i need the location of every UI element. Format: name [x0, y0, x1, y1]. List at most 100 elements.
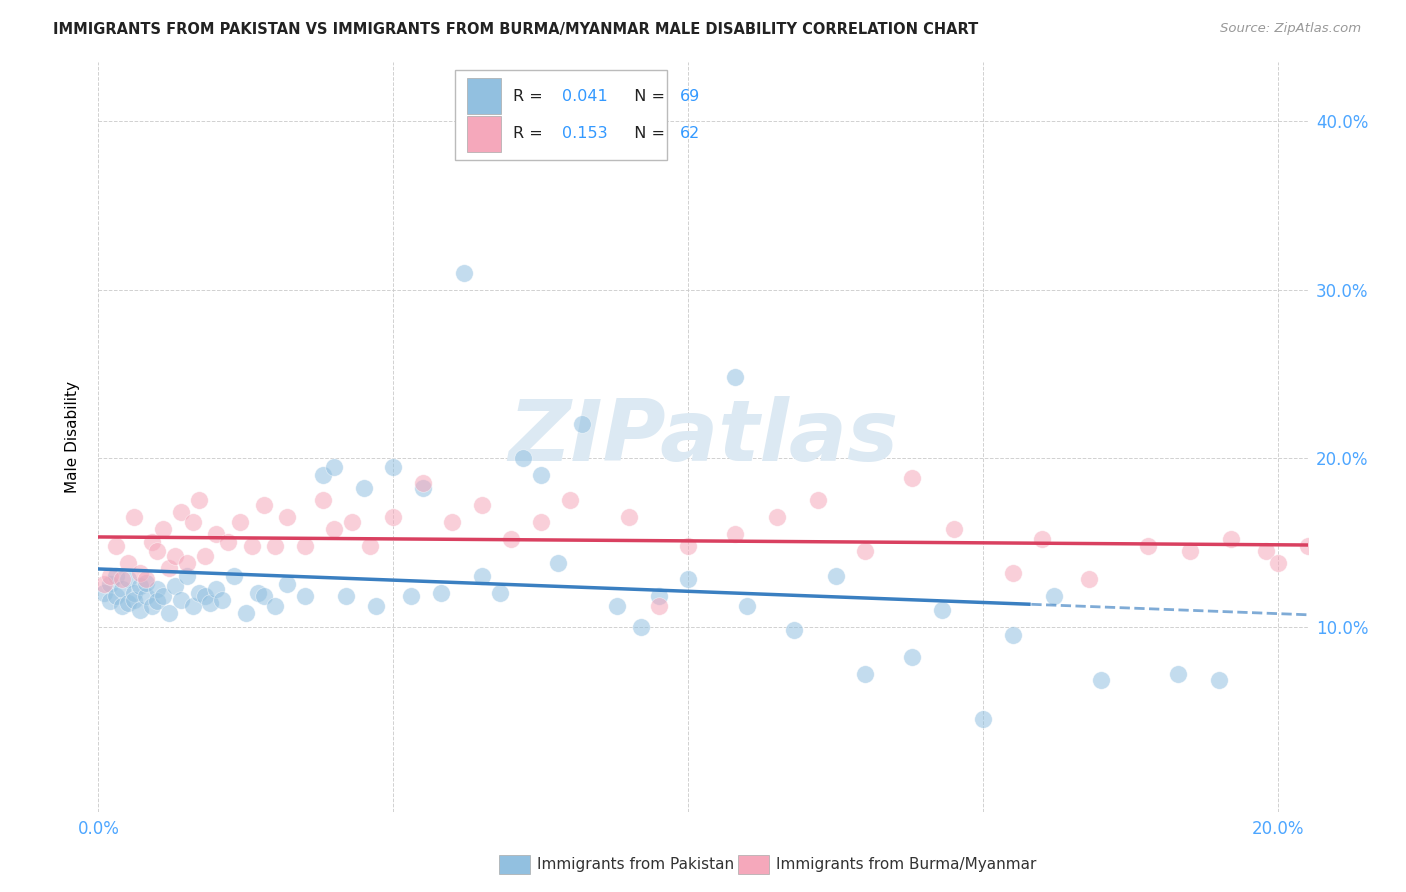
Point [194, 589, 217, 603]
Point [1374, 539, 1396, 553]
Point [276, 510, 298, 524]
Point [181, 599, 204, 614]
Point [135, 575, 157, 590]
Point [128, 566, 150, 580]
Point [619, 510, 641, 524]
Point [194, 549, 217, 563]
Point [128, 579, 150, 593]
Point [382, 459, 405, 474]
Point [648, 599, 671, 614]
Point [441, 515, 464, 529]
Point [972, 712, 994, 726]
Text: Source: ZipAtlas.com: Source: ZipAtlas.com [1220, 22, 1361, 36]
Point [235, 606, 257, 620]
Text: 69: 69 [681, 88, 700, 103]
Point [412, 476, 434, 491]
Point [211, 592, 233, 607]
Point [252, 589, 274, 603]
Text: R =: R = [513, 88, 548, 103]
Point [111, 573, 134, 587]
Point [200, 596, 222, 610]
Point [783, 623, 806, 637]
Point [98, 577, 121, 591]
Point [1396, 556, 1406, 570]
Point [111, 582, 134, 597]
Point [105, 589, 128, 603]
Point [276, 577, 298, 591]
Point [340, 515, 363, 529]
Point [152, 522, 174, 536]
Point [240, 539, 263, 553]
Point [353, 482, 375, 496]
Point [152, 589, 174, 603]
Point [128, 602, 150, 616]
Point [724, 527, 747, 541]
Point [630, 619, 652, 633]
Point [117, 556, 139, 570]
Point [170, 592, 193, 607]
Point [187, 493, 209, 508]
Point [1043, 589, 1066, 603]
Point [364, 599, 387, 614]
Point [146, 543, 169, 558]
Point [606, 599, 628, 614]
Point [1001, 628, 1024, 642]
Point [942, 522, 965, 536]
Point [901, 471, 924, 485]
Point [122, 592, 145, 607]
Point [429, 586, 451, 600]
Point [146, 594, 169, 608]
Point [1090, 673, 1112, 688]
Point [1219, 532, 1241, 546]
Point [560, 493, 582, 508]
Point [93, 577, 115, 591]
Point [181, 515, 204, 529]
Point [530, 515, 553, 529]
Point [294, 539, 316, 553]
Point [122, 586, 145, 600]
Point [471, 569, 494, 583]
Point [765, 510, 787, 524]
Text: 0.153: 0.153 [561, 126, 607, 141]
Point [323, 459, 346, 474]
Point [205, 582, 228, 597]
Point [165, 549, 187, 563]
Point [1167, 666, 1189, 681]
Point [105, 539, 128, 553]
Point [335, 589, 357, 603]
Point [217, 535, 239, 549]
Point [678, 573, 700, 587]
Point [648, 589, 671, 603]
Point [205, 527, 228, 541]
Text: N =: N = [624, 88, 671, 103]
Point [222, 569, 245, 583]
Point [1337, 569, 1360, 583]
Point [1256, 543, 1278, 558]
Point [412, 482, 434, 496]
Point [853, 543, 876, 558]
Point [807, 493, 830, 508]
Point [453, 266, 475, 280]
Point [311, 467, 333, 482]
Point [1315, 527, 1337, 541]
Point [1208, 673, 1230, 688]
Point [901, 649, 924, 664]
Point [1267, 556, 1289, 570]
Text: 0.041: 0.041 [561, 88, 607, 103]
Point [122, 510, 145, 524]
Point [311, 493, 333, 508]
Point [824, 569, 846, 583]
Point [1078, 573, 1101, 587]
Point [117, 596, 139, 610]
Point [571, 417, 593, 432]
Point [359, 539, 381, 553]
Point [294, 589, 316, 603]
Point [399, 589, 422, 603]
Text: 62: 62 [681, 126, 700, 141]
Point [1031, 532, 1053, 546]
Point [724, 370, 747, 384]
Point [1296, 539, 1319, 553]
Point [98, 594, 121, 608]
Point [735, 599, 758, 614]
Point [488, 586, 510, 600]
